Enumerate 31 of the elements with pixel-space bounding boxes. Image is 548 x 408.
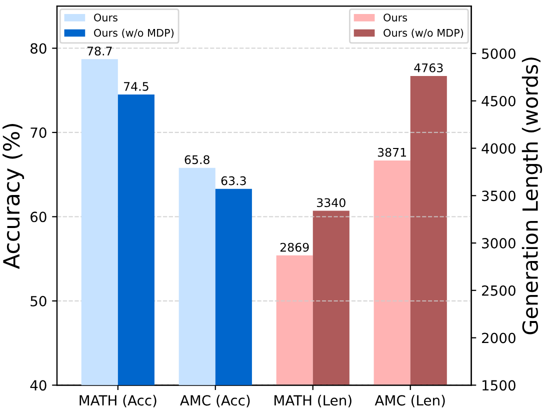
x-tick-label: MATH (Len) <box>274 394 352 408</box>
y-tick-label: 50 <box>30 296 46 306</box>
y2-tick-label: 4500 <box>482 96 516 106</box>
y2-tick-label: 3500 <box>482 190 516 202</box>
y-tick-label: 80 <box>30 43 46 54</box>
y-axis-title: Accuracy (%) <box>2 124 24 269</box>
x-tick-label: AMC (Len) <box>374 394 445 408</box>
y2-tick-label: 2000 <box>482 332 516 344</box>
y2-tick-label: 2500 <box>482 285 516 296</box>
y2-tick-label: 1500 <box>482 380 516 391</box>
data-label: 3871 <box>378 148 406 157</box>
y2-tick-label: 5000 <box>482 48 516 59</box>
legend-label: Ours (w/o MDP) <box>94 28 174 38</box>
data-label: 78.7 <box>87 46 112 56</box>
data-label: 65.8 <box>184 155 210 164</box>
y-tick-label: 70 <box>30 127 46 138</box>
legend-label: Ours <box>94 14 118 22</box>
legend-label: Ours <box>384 14 408 22</box>
data-label: 74.5 <box>124 82 148 91</box>
data-label: 63.3 <box>221 176 246 186</box>
y-tick-label: 60 <box>30 212 46 222</box>
x-tick-label: MATH (Acc) <box>80 394 156 408</box>
data-label: 2869 <box>280 242 309 252</box>
data-label: 3340 <box>317 198 346 208</box>
legend-label: Ours (w/o MDP) <box>384 28 464 38</box>
x-tick-label: AMC (Acc) <box>180 394 250 408</box>
y2-axis-title: Generation Length (words) <box>522 58 542 334</box>
y2-tick-label: 4000 <box>482 143 516 154</box>
y2-tick-label: 3000 <box>482 238 516 248</box>
y-tick-label: 40 <box>30 380 46 391</box>
data-label: 4763 <box>414 63 443 72</box>
